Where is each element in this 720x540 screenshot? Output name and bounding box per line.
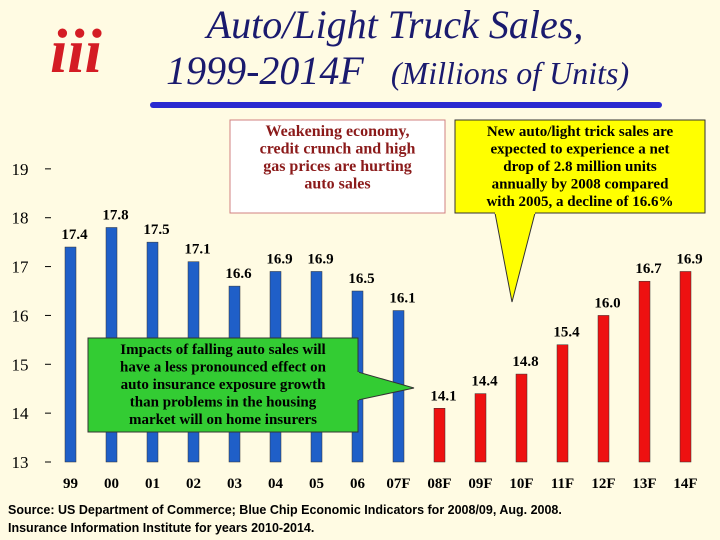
logo: iii — [50, 18, 102, 86]
title-rule — [150, 102, 662, 108]
value-label: 16.5 — [348, 271, 374, 287]
callout-text: with 2005, a decline of 16.6% — [486, 194, 673, 210]
value-label: 16.0 — [594, 295, 620, 311]
chart-title: Auto/Light Truck Sales, — [204, 2, 584, 47]
value-label: 16.9 — [676, 251, 702, 267]
x-tick-label: 05 — [309, 476, 324, 492]
x-tick-label: 03 — [227, 476, 242, 492]
value-label: 15.4 — [553, 325, 580, 341]
x-tick-label: 10F — [509, 476, 533, 492]
bar — [679, 271, 692, 463]
y-tick-label: 16 — [12, 306, 29, 325]
callout-text: New auto/light trick sales are — [487, 124, 674, 140]
value-label: 14.8 — [512, 354, 538, 370]
x-tick-label: 01 — [145, 476, 160, 492]
x-tick-label: 04 — [268, 476, 284, 492]
callout-text: auto insurance exposure growth — [121, 377, 327, 393]
callout-text: gas prices are hurting — [263, 158, 412, 175]
callout-text: drop of 2.8 million units — [503, 159, 657, 175]
callout-text: auto sales — [304, 176, 370, 193]
y-tick-label: 15 — [12, 355, 29, 374]
y-tick-label: 18 — [12, 209, 29, 228]
callout-text: market will on home insurers — [129, 412, 317, 428]
callout-box — [229, 119, 446, 214]
value-label: 16.9 — [307, 251, 333, 267]
value-label: 16.9 — [266, 251, 292, 267]
callout-text: Impacts of falling auto sales will — [120, 342, 325, 358]
bar — [638, 280, 651, 463]
callout-text: have a less pronounced effect on — [120, 360, 327, 376]
source-note: Insurance Information Institute for year… — [8, 521, 314, 535]
value-label: 17.8 — [102, 207, 128, 223]
callout-box — [87, 337, 359, 433]
y-tick-label: 19 — [12, 160, 29, 179]
x-tick-label: 08F — [427, 476, 451, 492]
value-label: 17.5 — [143, 222, 169, 238]
x-tick-label: 99 — [63, 476, 78, 492]
x-tick-label: 14F — [673, 476, 697, 492]
callout-text: than problems in the housing — [130, 395, 317, 411]
bar — [515, 373, 528, 463]
y-tick-label: 17 — [12, 258, 30, 277]
x-tick-label: 02 — [186, 476, 201, 492]
value-label: 16.7 — [635, 261, 662, 277]
value-label: 14.1 — [430, 388, 456, 404]
x-tick-label: 07F — [386, 476, 410, 492]
callout-box — [454, 119, 706, 214]
x-tick-label: 09F — [468, 476, 492, 492]
callout-text: credit crunch and high — [260, 141, 416, 158]
x-tick-label: 12F — [591, 476, 615, 492]
bar — [64, 246, 77, 463]
chart-subtitle: 1999-2014F — [166, 48, 364, 93]
x-tick-label: 11F — [551, 476, 574, 492]
value-label: 16.6 — [225, 266, 252, 282]
y-tick-label: 13 — [12, 453, 29, 472]
y-tick-label: 14 — [12, 404, 30, 423]
x-tick-label: 06 — [350, 476, 366, 492]
callout-text: Weakening economy, — [265, 123, 409, 140]
value-label: 14.4 — [471, 374, 498, 390]
value-label: 17.1 — [184, 242, 210, 258]
bar — [597, 315, 610, 463]
x-tick-label: 13F — [632, 476, 656, 492]
bar — [433, 408, 446, 463]
value-label: 16.1 — [389, 291, 415, 307]
units-label: (Millions of Units) — [391, 55, 629, 91]
value-label: 17.4 — [61, 227, 88, 243]
x-tick-label: 00 — [104, 476, 119, 492]
bar — [556, 344, 569, 463]
callout-text: expected to experience a net — [490, 142, 669, 158]
callout-text: annually by 2008 compared — [492, 177, 669, 193]
bar — [474, 393, 487, 463]
source-note: Source: US Department of Commerce; Blue … — [8, 503, 562, 517]
